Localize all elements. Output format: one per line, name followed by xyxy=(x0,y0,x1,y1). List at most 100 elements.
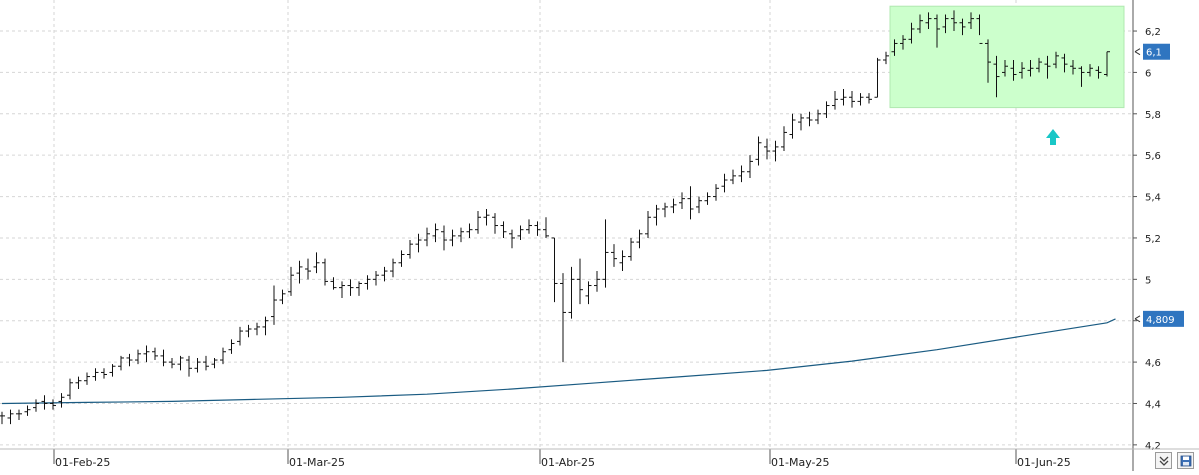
ohlc-bar xyxy=(747,155,753,178)
moving-average-badge-text: 4,809 xyxy=(1146,315,1175,326)
ohlc-bar xyxy=(628,237,634,261)
collapse-button[interactable] xyxy=(1155,452,1172,469)
y-tick-label: 5,4 xyxy=(1145,193,1161,204)
ohlc-bar xyxy=(713,184,719,201)
ohlc-bar xyxy=(50,399,56,410)
ohlc-bar xyxy=(721,173,728,193)
ohlc-bar xyxy=(738,165,745,183)
ohlc-bar xyxy=(942,14,949,34)
ohlc-bar xyxy=(543,217,549,238)
ohlc-bar xyxy=(390,258,396,278)
y-tick-label: 6 xyxy=(1145,68,1151,79)
ohlc-bar xyxy=(1002,60,1008,77)
ohlc-bar xyxy=(866,93,872,104)
y-tick-label: 5,6 xyxy=(1145,151,1161,162)
ohlc-bar xyxy=(670,198,677,214)
ohlc-bar xyxy=(75,376,82,389)
ohlc-bar xyxy=(228,339,235,354)
ohlc-bar xyxy=(934,14,940,48)
ohlc-bar xyxy=(645,211,651,238)
ohlc-bar xyxy=(611,244,617,267)
double-chevron-down-icon xyxy=(1159,456,1168,466)
ohlc-bar xyxy=(271,285,277,325)
ohlc-bar xyxy=(704,192,711,205)
ohlc-bar xyxy=(696,196,702,214)
ohlc-bar xyxy=(993,55,1000,98)
x-tick-label: 01-Mar-25 xyxy=(289,456,345,469)
moving-average-badge: 4,809 xyxy=(1134,310,1184,327)
last-price-badge-box xyxy=(1143,43,1170,60)
ohlc-bar xyxy=(466,223,473,238)
ohlc-bar xyxy=(1044,55,1051,79)
ohlc-bar xyxy=(789,113,796,139)
ohlc-bar xyxy=(101,368,107,379)
save-button[interactable] xyxy=(1177,452,1194,469)
ohlc-bar xyxy=(152,347,158,361)
ohlc-bar xyxy=(755,136,762,166)
markers: 6,1 4,809 xyxy=(1046,43,1184,327)
ohlc-bar xyxy=(1061,53,1068,73)
ohlc-bar xyxy=(449,229,456,247)
ohlc-bar xyxy=(441,225,447,251)
ohlc-bar xyxy=(815,109,821,125)
ohlc-bar xyxy=(347,279,354,296)
ohlc-bar xyxy=(398,250,405,267)
ohlc-bar xyxy=(41,395,48,410)
ohlc-bar xyxy=(985,39,991,83)
ohlc-bar xyxy=(322,258,328,286)
ohlc-bar xyxy=(585,281,592,305)
ohlc-bar xyxy=(798,113,804,131)
ohlc-bar xyxy=(364,275,371,290)
ohlc-bar xyxy=(211,357,218,369)
ohlc-bar xyxy=(806,111,813,127)
ohlc-bar xyxy=(551,237,558,303)
ohlc-bar xyxy=(1078,66,1085,87)
ohlc-bar xyxy=(1036,57,1042,73)
moving-average-line xyxy=(1,318,1116,405)
ohlc-bar xyxy=(458,227,464,243)
ohlc-bar xyxy=(279,289,286,305)
y-tick-label: 5 xyxy=(1145,275,1151,286)
ohlc-bar xyxy=(492,213,498,234)
ohlc-bar xyxy=(381,266,388,282)
ohlc-bar xyxy=(1027,60,1034,77)
ohlc-bar xyxy=(594,271,600,292)
last-price-badge: 6,1 xyxy=(1134,43,1170,60)
ohlc-bar xyxy=(254,322,260,336)
last-price-badge-text: 6,1 xyxy=(1146,48,1162,59)
ohlc-bar xyxy=(1010,60,1017,81)
ohlc-bar xyxy=(109,364,116,377)
ohlc-bar xyxy=(917,14,923,34)
moving-average-badge-pointer xyxy=(1134,315,1141,323)
y-tick-label: 4,2 xyxy=(1145,441,1161,452)
ohlc-bar xyxy=(143,345,150,363)
ohlc-bar xyxy=(262,316,269,336)
y-tick-label: 4,6 xyxy=(1145,358,1161,369)
ohlc-bar xyxy=(968,12,974,29)
ohlc-bar xyxy=(602,219,609,288)
ohlc-bar xyxy=(407,240,413,259)
ohlc-bar xyxy=(849,91,855,108)
ohlc-bar xyxy=(832,91,838,110)
ohlc-bar xyxy=(687,186,694,220)
x-tick-label: 01-Jun-25 xyxy=(1017,456,1071,469)
ohlc-bar xyxy=(500,221,507,238)
ohlc-bar xyxy=(662,202,668,218)
ohlc-bar xyxy=(203,355,209,371)
ohlc-bar xyxy=(976,14,983,44)
ohlc-bar xyxy=(509,229,515,249)
ohlc-bar xyxy=(874,57,881,98)
ohlc-bar xyxy=(679,192,685,209)
ohlc-bar xyxy=(891,39,898,56)
ohlc-bar xyxy=(619,250,626,272)
ohlc-bar xyxy=(7,409,14,425)
ohlc-bar xyxy=(636,229,643,249)
ohlc-bar xyxy=(373,271,379,286)
x-tick-label: 01-Feb-25 xyxy=(55,456,110,469)
ohlc-bar xyxy=(577,258,583,305)
ohlc-bar xyxy=(186,355,192,377)
ohlc-bar xyxy=(653,204,660,226)
